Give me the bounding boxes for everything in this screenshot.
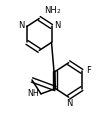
Text: N: N <box>54 21 61 30</box>
Text: F: F <box>87 66 91 75</box>
Text: NH: NH <box>27 89 39 98</box>
Text: N: N <box>67 99 73 108</box>
Text: 2: 2 <box>56 9 60 14</box>
Text: N: N <box>18 21 24 30</box>
Text: NH: NH <box>44 6 56 15</box>
